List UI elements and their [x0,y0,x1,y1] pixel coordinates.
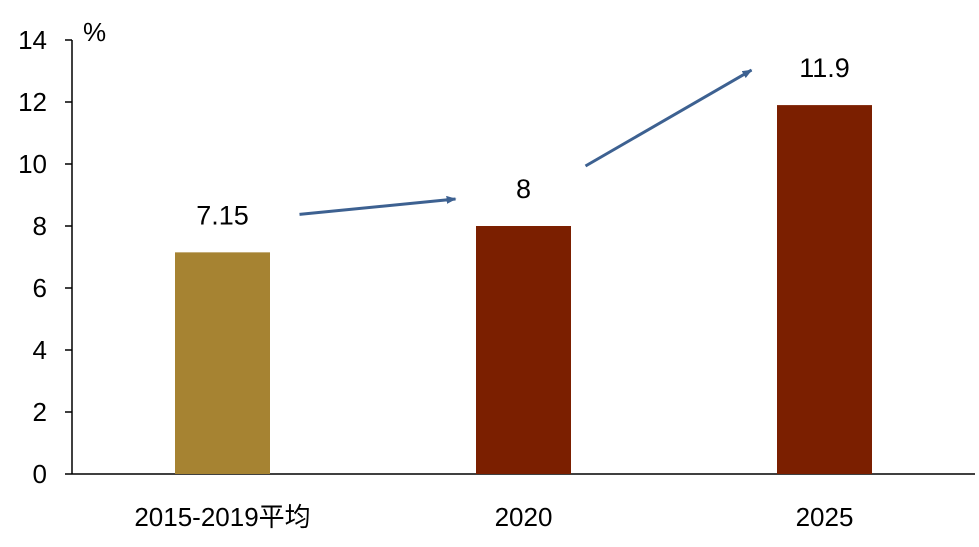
trend-arrows [299,68,753,216]
bars [175,105,872,474]
bar-2 [476,226,571,474]
y-tick-label: 12 [18,87,47,117]
y-tick-label: 2 [33,397,47,427]
y-tick-label: 10 [18,149,47,179]
x-category-label: 2020 [495,502,553,532]
y-unit-label: % [83,17,106,47]
data-label: 8 [516,174,531,204]
bar-3 [777,105,872,474]
data-label: 7.15 [196,200,249,230]
x-category-label: 2015-2019平均 [134,502,310,532]
y-tick-label: 4 [33,335,47,365]
trend-arrow [299,195,457,216]
labels: 7.15 2015-2019平均 8 2020 11.9 2025 [134,53,853,532]
y-tick-label: 14 [18,25,47,55]
x-category-label: 2025 [796,502,854,532]
y-tick-label: 8 [33,211,47,241]
y-tick-label: 6 [33,273,47,303]
data-label: 11.9 [799,53,850,83]
bar-1 [175,252,270,474]
y-tick-label: 0 [33,459,47,489]
trend-arrow [584,68,753,168]
